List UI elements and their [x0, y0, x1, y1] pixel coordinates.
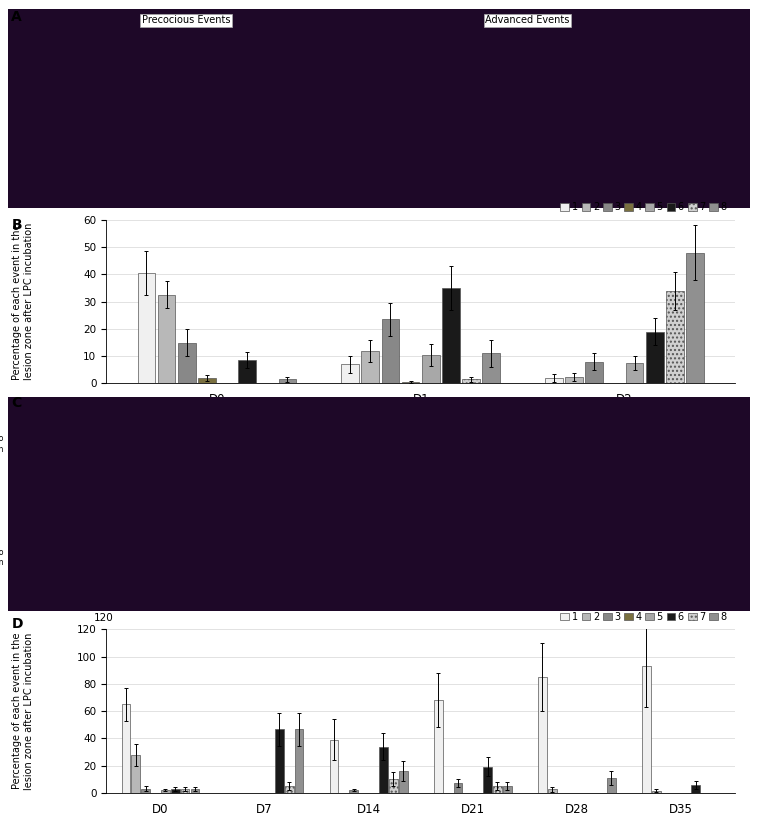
- Bar: [666, 291, 684, 383]
- Text: From event 1 to
event 2 transition: From event 1 to event 2 transition: [0, 435, 4, 454]
- Bar: [349, 790, 359, 793]
- Text: Advanced Events: Advanced Events: [485, 15, 570, 25]
- Bar: [381, 320, 399, 383]
- Bar: [285, 786, 293, 793]
- Bar: [330, 740, 338, 793]
- Text: C: C: [11, 396, 22, 410]
- Legend: 1, 2, 3, 4, 5, 6, 7, 8: 1, 2, 3, 4, 5, 6, 7, 8: [556, 199, 731, 216]
- Bar: [158, 294, 175, 383]
- Bar: [171, 789, 180, 793]
- Bar: [161, 790, 170, 793]
- Text: From event 3 to
event 6 transition: From event 3 to event 6 transition: [0, 548, 4, 567]
- Bar: [482, 353, 500, 383]
- Bar: [238, 360, 256, 383]
- Bar: [131, 755, 140, 793]
- Bar: [362, 351, 379, 383]
- Bar: [503, 786, 512, 793]
- Bar: [190, 789, 199, 793]
- Legend: 1, 2, 3, 4, 5, 6, 7, 8: 1, 2, 3, 4, 5, 6, 7, 8: [556, 608, 731, 626]
- Bar: [565, 377, 583, 383]
- Bar: [686, 253, 704, 383]
- Bar: [462, 379, 480, 383]
- Bar: [402, 382, 419, 383]
- Bar: [652, 791, 661, 793]
- Bar: [121, 704, 130, 793]
- Bar: [295, 729, 303, 793]
- Bar: [178, 342, 196, 383]
- Text: Precocious Events: Precocious Events: [142, 15, 230, 25]
- Bar: [137, 273, 155, 383]
- Text: A: A: [11, 10, 22, 24]
- Bar: [180, 789, 190, 793]
- Bar: [538, 677, 547, 793]
- Bar: [442, 288, 460, 383]
- Bar: [625, 363, 644, 383]
- Bar: [434, 700, 443, 793]
- Bar: [198, 378, 216, 383]
- Bar: [399, 771, 408, 793]
- Bar: [275, 729, 283, 793]
- Bar: [493, 786, 502, 793]
- Bar: [422, 355, 440, 383]
- Text: 120: 120: [93, 612, 113, 623]
- Bar: [483, 767, 492, 793]
- Bar: [646, 331, 663, 383]
- Text: B: B: [11, 218, 22, 232]
- Bar: [642, 666, 651, 793]
- Y-axis label: Percentage of each event in the
lesion zone after LPC incubation: Percentage of each event in the lesion z…: [12, 223, 34, 380]
- Bar: [691, 784, 700, 793]
- Bar: [389, 779, 398, 793]
- Bar: [341, 364, 359, 383]
- Bar: [141, 789, 150, 793]
- Bar: [607, 778, 615, 793]
- Text: D: D: [11, 617, 23, 631]
- Bar: [548, 789, 556, 793]
- Bar: [278, 379, 296, 383]
- Bar: [453, 784, 462, 793]
- Y-axis label: Percentage of each event in the
lesion zone after LPC incubation: Percentage of each event in the lesion z…: [12, 633, 34, 789]
- Bar: [379, 747, 388, 793]
- Bar: [585, 362, 603, 383]
- Bar: [545, 378, 563, 383]
